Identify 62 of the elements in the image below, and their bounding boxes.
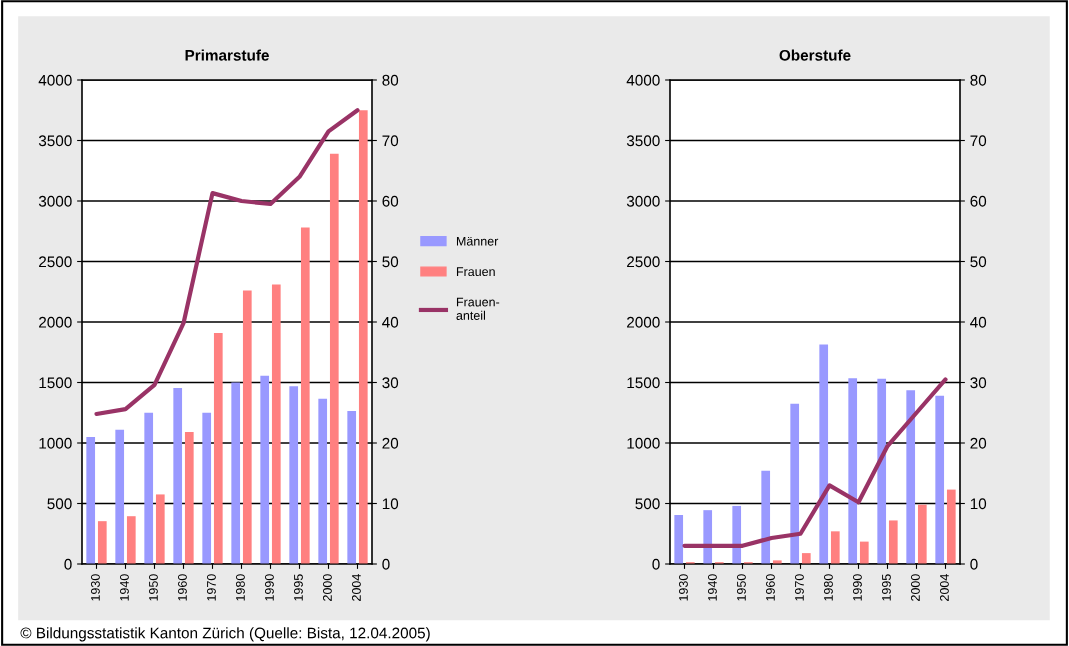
legend-label: Männer [456, 236, 499, 246]
x-tick-label: 1960 [766, 574, 775, 601]
y-tick-label: 1000 [627, 437, 660, 449]
y-tick-label: 4000 [626, 74, 660, 86]
y2-tick-label: 10 [382, 498, 399, 510]
y2-tick-label: 0 [382, 558, 390, 570]
legend-label: Frauen- anteil [456, 297, 500, 320]
y-tick-label: 2000 [39, 316, 72, 328]
x-tick-label: 1970 [207, 574, 216, 601]
y2-tick-label: 20 [382, 437, 399, 449]
y-tick-label: 500 [635, 498, 660, 510]
x-tick-label: 2000 [911, 574, 920, 601]
x-tick-label: 1990 [265, 574, 274, 601]
y2-tick-label: 40 [970, 316, 987, 328]
y-tick-label: 3500 [626, 135, 660, 147]
x-tick-label: 2004 [352, 574, 361, 601]
x-tick-label: 1950 [149, 574, 158, 601]
x-tick-label: 1995 [294, 574, 303, 601]
y-tick-label: 1000 [39, 437, 72, 449]
legend-label: Frauen [456, 267, 495, 277]
y-tick-label: 4000 [38, 74, 72, 86]
x-tick-label: 1990 [853, 574, 862, 601]
y-tick-label: 500 [47, 498, 72, 510]
y2-tick-label: 40 [382, 316, 399, 328]
x-tick-label: 1940 [708, 574, 717, 601]
y2-tick-label: 10 [970, 498, 987, 510]
x-tick-label: 1930 [679, 574, 688, 601]
x-tick-label: 1980 [824, 574, 833, 601]
y-tick-label: 1500 [627, 377, 660, 389]
y-tick-label: 3500 [38, 135, 72, 147]
x-tick-label: 1950 [737, 574, 746, 601]
y2-tick-label: 20 [970, 437, 987, 449]
y2-tick-label: 80 [382, 74, 399, 86]
y-tick-label: 2000 [627, 316, 660, 328]
y-tick-label: 0 [64, 558, 72, 570]
x-tick-label: 1970 [795, 574, 804, 601]
chart-title: Oberstufe [779, 49, 851, 61]
x-tick-label: 1980 [236, 574, 245, 601]
x-tick-label: 1995 [882, 574, 891, 601]
y-tick-label: 2500 [627, 256, 660, 268]
y2-tick-label: 70 [970, 135, 987, 147]
y2-tick-label: 0 [970, 558, 978, 570]
y2-tick-label: 60 [382, 195, 399, 207]
y2-tick-label: 70 [382, 135, 399, 147]
y2-tick-label: 80 [970, 74, 987, 86]
chart-title: Primarstufe [185, 49, 269, 61]
y2-tick-label: 50 [970, 256, 987, 268]
x-tick-label: 1940 [120, 574, 129, 601]
y2-tick-label: 60 [970, 195, 987, 207]
text: © Bildungsstatistik Kanton Zürich (Quelle: Bista, 12.04.2005) [20, 627, 430, 642]
x-tick-label: 2004 [940, 574, 949, 601]
y-tick-label: 3000 [38, 195, 72, 207]
y2-tick-label: 30 [970, 377, 987, 389]
y-tick-label: 0 [652, 558, 660, 570]
y-tick-label: 1500 [39, 377, 72, 389]
x-tick-label: 2000 [323, 574, 332, 601]
y2-tick-label: 50 [382, 256, 399, 268]
y-tick-label: 2500 [39, 256, 72, 268]
x-tick-label: 1930 [91, 574, 100, 601]
y2-tick-label: 30 [382, 377, 399, 389]
x-tick-label: 1960 [178, 574, 187, 601]
y-tick-label: 3000 [626, 195, 660, 207]
